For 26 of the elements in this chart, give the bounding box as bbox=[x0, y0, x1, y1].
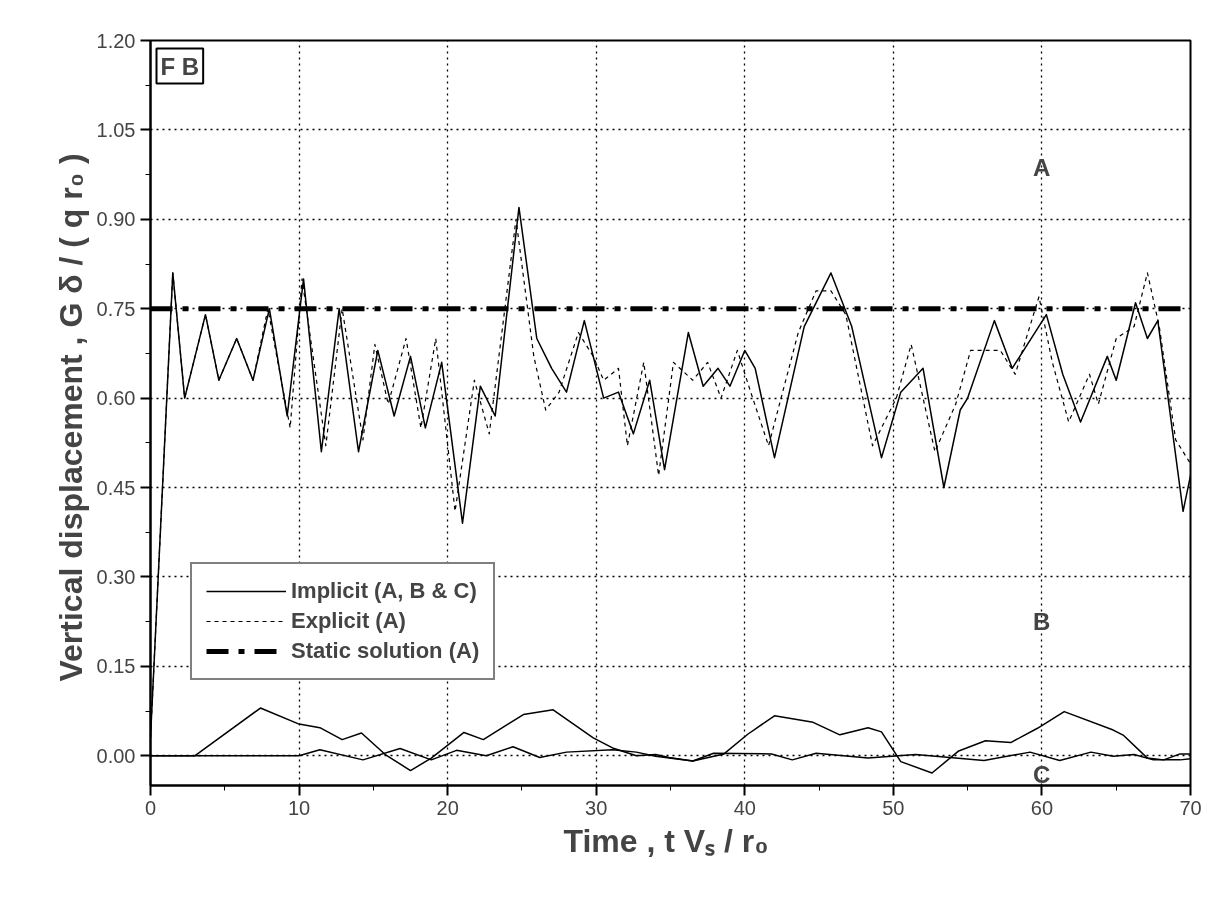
legend-label: Implicit (A, B & C) bbox=[291, 578, 477, 604]
x-tick-label: 20 bbox=[436, 796, 459, 819]
x-tick-label: 60 bbox=[1030, 796, 1054, 819]
y-tick-label: 0.30 bbox=[96, 565, 136, 588]
annotation: A bbox=[1033, 153, 1051, 181]
x-tick-label: 70 bbox=[1179, 796, 1202, 819]
y-tick-label: 1.20 bbox=[96, 29, 136, 52]
y-tick-label: 0.15 bbox=[96, 655, 136, 678]
y-tick-label: 0.00 bbox=[96, 744, 136, 767]
annotation: C bbox=[1033, 760, 1051, 788]
y-tick-label: 1.05 bbox=[96, 118, 136, 141]
x-tick-label: 10 bbox=[287, 796, 311, 819]
legend-label: Static solution (A) bbox=[291, 638, 480, 664]
x-tick-label: 30 bbox=[585, 796, 608, 819]
annotation: B bbox=[1033, 608, 1051, 636]
annotation: F B bbox=[160, 52, 200, 80]
y-tick-label: 0.60 bbox=[96, 387, 136, 410]
y-tick-label: 0.45 bbox=[96, 476, 136, 499]
y-tick-label: 0.75 bbox=[96, 297, 136, 320]
x-tick-label: 50 bbox=[882, 796, 905, 819]
x-tick-label: 0 bbox=[144, 796, 157, 819]
y-tick-label: 0.90 bbox=[96, 208, 136, 231]
x-axis-title: Time , t Vₛ / r₀ bbox=[563, 822, 769, 859]
legend-label: Explicit (A) bbox=[291, 608, 406, 634]
x-tick-label: 40 bbox=[733, 796, 756, 819]
y-axis-title: Vertical displacement , G δ / ( q r₀ ) bbox=[52, 153, 89, 682]
